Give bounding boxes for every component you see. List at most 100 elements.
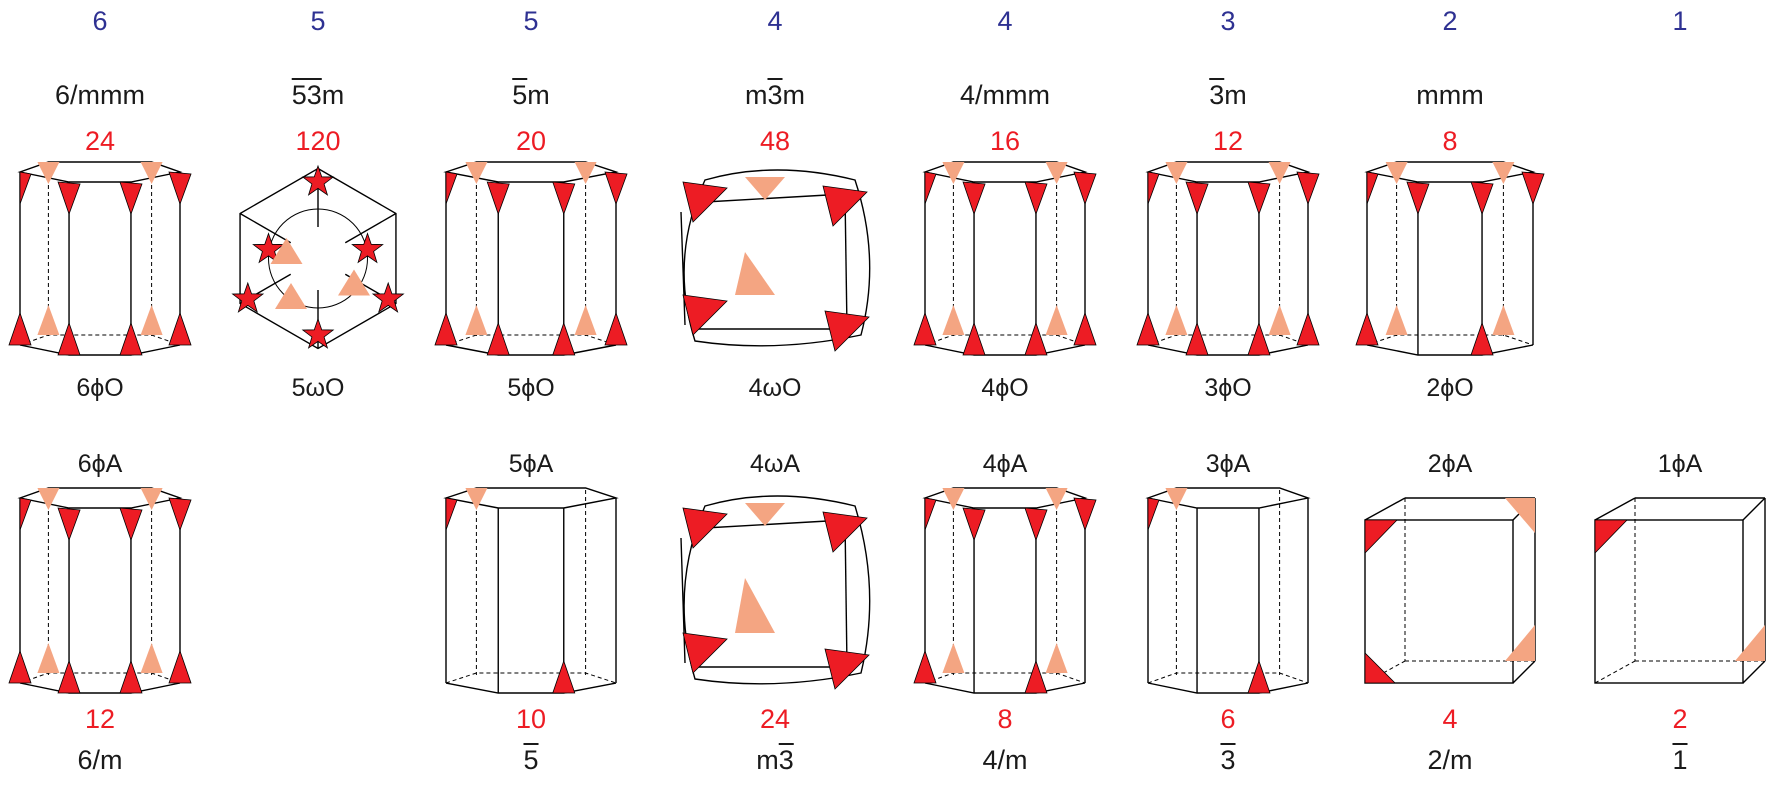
point-group-top: 4/mmm (960, 82, 1050, 109)
front-face-edge (1594, 519, 1744, 684)
symmetry-order: 3 (1220, 8, 1235, 35)
front-corner-mark (822, 185, 868, 227)
front-corner-mark (604, 171, 628, 206)
front-corner-mark (1136, 311, 1160, 346)
solid-name-top: 4ϕO (981, 376, 1028, 401)
back-corner-mark (1045, 643, 1068, 673)
front-corner-mark (119, 181, 143, 216)
front-corner-mark (119, 659, 143, 694)
face-count-bottom: 24 (760, 706, 790, 733)
point-group-top: 3m (1209, 82, 1247, 109)
bottom-back-edge (1366, 334, 1534, 346)
front-corner-mark (168, 171, 192, 206)
point-group-bottom: 1 (1672, 747, 1687, 774)
front-corner-mark (552, 181, 576, 216)
edge (1742, 497, 1766, 521)
back-corner-mark (1492, 305, 1515, 335)
solid-name-top-part: 5ϕO (507, 374, 555, 402)
point-group-bottom: 4/m (982, 747, 1027, 774)
edge (680, 537, 686, 664)
front-corner-mark (57, 321, 81, 356)
back-corner-mark (1045, 162, 1068, 184)
back-corner-mark (942, 162, 965, 184)
point-group-top: 53m (292, 82, 345, 109)
point-group-bottom: 3 (1220, 747, 1235, 774)
front-corner-mark (1247, 181, 1271, 216)
bottom-front-edge (1147, 344, 1309, 356)
symmetry-order: 5 (310, 8, 325, 35)
face-count-bottom: 8 (997, 706, 1012, 733)
front-corner-mark (1024, 321, 1048, 356)
back-corner-mark (140, 488, 163, 510)
solid-name-bottom-part: 6ϕA (77, 450, 123, 478)
solid-outline (683, 495, 871, 685)
face-count-top: 20 (516, 128, 546, 155)
bottom-front-edge (19, 344, 181, 356)
face-count-bottom-part: 10 (515, 704, 547, 734)
front-corner-mark (824, 310, 870, 352)
front-corner-mark (1296, 171, 1320, 206)
front-corner-mark (1296, 311, 1320, 346)
point-group-top-part: m (744, 80, 768, 110)
bottom-front-edge (924, 682, 1086, 694)
solid-name-bottom-part: 2ϕA (1427, 450, 1473, 478)
solid-name-top: 5ϕO (507, 376, 554, 401)
front-corner-mark (1147, 497, 1160, 531)
front-corner-mark (168, 311, 192, 346)
solid-name-bottom: 4ϕA (983, 452, 1028, 477)
face-count-top-part: 24 (84, 126, 116, 156)
front-corner-mark (445, 497, 458, 531)
face-count-top-part: 8 (1442, 126, 1458, 156)
solid-name-top: 2ϕO (1426, 376, 1473, 401)
edge (844, 193, 848, 330)
solid-outline (683, 169, 871, 347)
edge (239, 212, 292, 244)
bottom-back-edge (924, 672, 1086, 684)
front-corner-mark (119, 507, 143, 542)
front-corner-mark (57, 507, 81, 542)
symmetry-order: 4 (767, 8, 782, 35)
symmetry-order: 2 (1442, 8, 1457, 35)
back-corner-mark (1735, 625, 1765, 661)
face-count-bottom-part: 4 (1442, 704, 1458, 734)
front-corner-mark (486, 321, 510, 356)
symmetry-order-part: 5 (310, 6, 326, 36)
solid-name-top: 6ϕO (76, 376, 123, 401)
point-group-bottom: m3 (756, 747, 794, 774)
back-corner-mark (574, 162, 597, 184)
symmetry-order-part: 4 (767, 6, 783, 36)
back-corner-mark (338, 269, 370, 296)
point-group-top: mmm (1416, 82, 1483, 109)
point-group-top-part: 3 (767, 80, 783, 110)
bottom-front-edge (445, 682, 617, 694)
back-corner-mark (745, 503, 785, 526)
front-corner-mark (445, 171, 458, 205)
point-group-bottom: 6/m (77, 747, 122, 774)
face-count-top-part: 48 (759, 126, 791, 156)
bottom-front-edge (19, 682, 181, 694)
face-count-bottom-part: 8 (997, 704, 1013, 734)
solid-name-top: 4ωO (749, 376, 802, 401)
symmetry-order-part: 3 (1220, 6, 1236, 36)
front-corner-mark (913, 649, 937, 684)
face-count-bottom-part: 2 (1672, 704, 1688, 734)
face-count-bottom-part: 24 (759, 704, 791, 734)
back-corner-mark (465, 305, 488, 335)
front-face-edge (1364, 519, 1514, 684)
symmetry-order-part: 6 (92, 6, 108, 36)
symmetry-order: 6 (92, 8, 107, 35)
star-mark (252, 232, 285, 264)
point-group-top-part: m (1224, 80, 1247, 110)
face-count-top-part: 120 (295, 126, 341, 156)
point-group-bottom-part: 2/m (1427, 745, 1473, 775)
point-group-top-part: 4/mmm (960, 80, 1050, 110)
back-corner-mark (1268, 162, 1291, 184)
bottom-back-edge (19, 672, 181, 684)
back-corner-mark (37, 643, 60, 673)
edge (1594, 497, 1636, 521)
back-corner-mark (1505, 498, 1535, 533)
front-corner-mark (1185, 181, 1209, 216)
point-group-top-part: 6/mmm (55, 80, 145, 110)
symmetry-order: 1 (1672, 8, 1687, 35)
back-corner-mark (1268, 305, 1291, 335)
